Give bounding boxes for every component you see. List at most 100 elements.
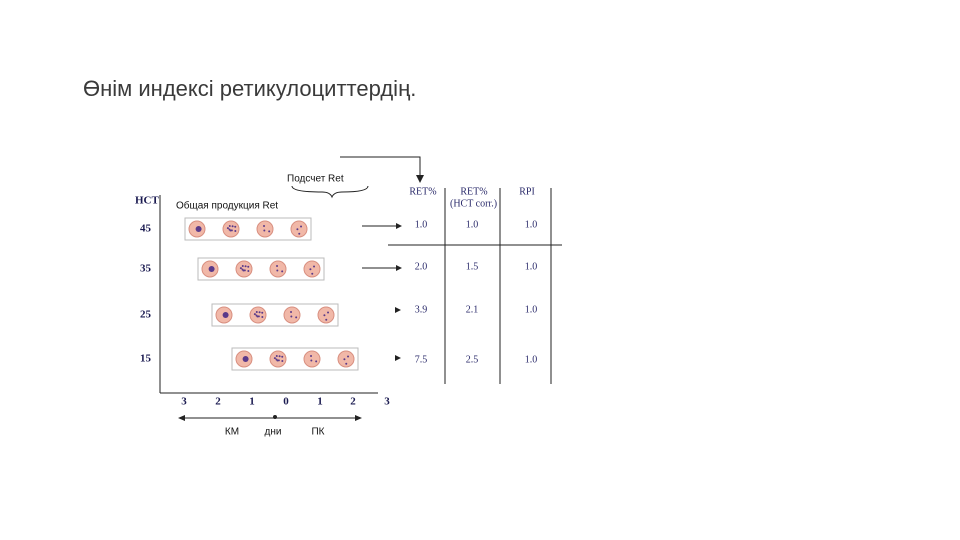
granule — [296, 228, 299, 231]
strip — [184, 217, 312, 241]
granule — [275, 358, 278, 361]
x-axis-label: ПК — [311, 427, 324, 438]
granule — [311, 272, 314, 275]
granule — [263, 224, 266, 227]
table-cell: 2.0 — [415, 261, 428, 272]
x-tick-label: 3 — [181, 396, 187, 408]
x-tick-label: 0 — [283, 396, 289, 408]
hct-level: 25 — [140, 309, 152, 321]
production-label: Общая продукция Ret — [176, 200, 278, 212]
arrowheads — [178, 175, 424, 421]
header-note: (HCT corr.) — [450, 198, 497, 209]
granule — [295, 316, 298, 319]
granule — [247, 270, 250, 273]
cell — [256, 220, 274, 238]
cell — [283, 306, 301, 324]
granule — [244, 265, 247, 268]
granule — [208, 266, 215, 272]
granule — [290, 310, 293, 313]
x-tick-label: 3 — [384, 396, 390, 408]
granule — [261, 316, 264, 319]
granule — [276, 269, 279, 272]
granule — [276, 264, 279, 267]
strip — [211, 303, 339, 327]
cell — [222, 220, 240, 238]
granule — [247, 265, 250, 268]
granule — [255, 314, 258, 317]
granule — [281, 355, 284, 358]
cell — [249, 306, 267, 324]
table-cell: 1.0 — [525, 261, 538, 272]
x-tick-label: 1 — [317, 396, 323, 408]
table-cell: 1.5 — [466, 261, 479, 272]
hct-level: 35 — [140, 263, 152, 275]
granule — [345, 362, 348, 365]
cell — [337, 350, 355, 368]
table-header: RET% — [460, 186, 487, 197]
granule — [255, 311, 258, 314]
table-cell: 1.0 — [415, 219, 428, 230]
cell — [303, 350, 321, 368]
granule — [327, 311, 330, 314]
granule — [261, 311, 264, 314]
granule — [231, 225, 234, 228]
granule — [195, 226, 202, 232]
x-axis-label: дни — [265, 427, 282, 438]
granule — [239, 267, 242, 270]
diagram-lines — [159, 156, 562, 419]
cell-strips — [184, 217, 359, 371]
granule — [234, 225, 237, 228]
table-cell: 1.0 — [525, 304, 538, 315]
count-label: Подсчет Ret — [287, 174, 344, 185]
granule — [242, 356, 249, 362]
strip — [197, 257, 325, 281]
granule — [228, 225, 231, 228]
granule — [258, 311, 261, 314]
table-cell: 1.0 — [525, 354, 538, 365]
x-tick-label: 1 — [249, 396, 255, 408]
x-axis-label: КМ — [225, 427, 239, 438]
cell — [235, 260, 253, 278]
granule — [300, 225, 303, 228]
granule — [241, 268, 244, 271]
granule — [268, 230, 271, 233]
hct-level: 45 — [140, 223, 152, 235]
granule — [315, 360, 318, 363]
table-cell: 2.5 — [466, 354, 479, 365]
granule — [222, 312, 229, 318]
granule — [343, 358, 346, 361]
table-header: RPI — [519, 186, 535, 197]
granule — [347, 355, 350, 358]
granule — [253, 313, 256, 316]
table-cell: 1.0 — [525, 219, 538, 230]
granule — [234, 230, 237, 233]
granule — [226, 227, 229, 230]
granule — [281, 270, 284, 273]
granule — [298, 232, 301, 235]
table-cell: 3.9 — [415, 304, 428, 315]
granule — [310, 359, 313, 362]
granule — [290, 315, 293, 318]
hct-level: 15 — [140, 353, 152, 365]
granule — [281, 360, 284, 363]
granule — [275, 355, 278, 358]
cell — [303, 260, 321, 278]
cell — [269, 350, 287, 368]
table-cell: 1.0 — [466, 219, 479, 230]
cell — [269, 260, 287, 278]
granule — [323, 314, 326, 317]
y-axis-label: HCT — [135, 195, 160, 207]
cell — [317, 306, 335, 324]
x-tick-label: 2 — [215, 396, 221, 408]
granule — [228, 228, 231, 231]
table-cell: 7.5 — [415, 354, 428, 365]
strip — [231, 347, 359, 371]
granule — [325, 318, 328, 321]
granule — [309, 268, 312, 271]
cell — [290, 220, 308, 238]
x-tick-label: 2 — [350, 396, 356, 408]
granule — [241, 265, 244, 268]
table-cell: 2.1 — [466, 304, 479, 315]
granule — [278, 355, 281, 358]
